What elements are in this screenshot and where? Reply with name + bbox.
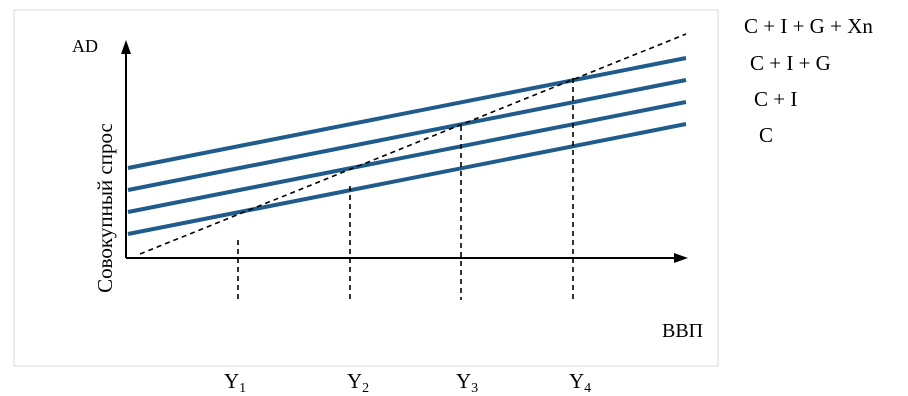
ad-line-c bbox=[127, 122, 687, 236]
ad-line-c-i bbox=[127, 100, 687, 214]
diagram-frame bbox=[13, 9, 719, 367]
series-label-c-i-g-xn: C + I + G + Xn bbox=[744, 14, 873, 38]
marker-label-y4: Y4 bbox=[569, 369, 591, 396]
marker-label-y1: Y1 bbox=[224, 369, 246, 396]
marker-label-y3: Y3 bbox=[456, 369, 478, 396]
x-axis-label: ВВП bbox=[662, 320, 703, 342]
y-axis-long-label: Совокупный спрос bbox=[93, 123, 117, 293]
forty-five-degree-line bbox=[139, 33, 687, 255]
y-axis-short-label: AD bbox=[72, 36, 98, 56]
series-label-c-i: C + I bbox=[754, 87, 797, 111]
series-label-c: C bbox=[759, 123, 773, 147]
y-axis-arrow-icon bbox=[121, 40, 131, 54]
ad-line-c-i-g-xn bbox=[127, 56, 687, 170]
x-axis-arrow-icon bbox=[674, 253, 688, 263]
ad-line-c-i-g bbox=[127, 78, 687, 192]
marker-label-y2: Y2 bbox=[347, 369, 369, 396]
series-label-c-i-g: C + I + G bbox=[750, 51, 831, 75]
